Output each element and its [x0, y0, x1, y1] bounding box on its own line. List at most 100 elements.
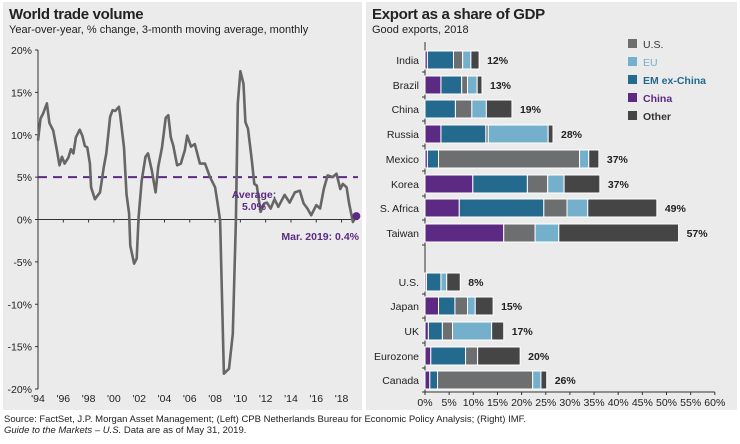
x-tick-label: '10 — [234, 393, 248, 405]
bar-segment-other — [540, 370, 548, 390]
bar-segment-u-s- — [543, 198, 568, 218]
total-label: 19% — [520, 104, 542, 116]
endpoint-marker — [352, 212, 361, 221]
country-label: Taiwan — [386, 228, 419, 240]
bar-segment-em-ex-china — [425, 272, 442, 292]
x-tick-label: '04 — [158, 393, 172, 405]
country-label: UK — [404, 326, 419, 338]
x-tick-label: 50% — [656, 397, 677, 409]
bar-segment-other — [587, 198, 658, 218]
bar-segment-u-s- — [461, 75, 469, 95]
bar-segment-eu — [547, 174, 565, 194]
country-label: Brazil — [393, 80, 419, 92]
bar-segment-other — [588, 149, 600, 169]
country-label: Eurozone — [374, 351, 419, 363]
bar-segment-u-s- — [503, 223, 536, 243]
legend-swatch — [628, 57, 637, 66]
y-tick-label: -10% — [7, 299, 32, 311]
bar-segment-other — [470, 50, 480, 70]
country-label: China — [392, 104, 420, 116]
country-label: India — [396, 55, 419, 67]
bar-segment-eu — [566, 198, 589, 218]
legend-label: China — [643, 93, 672, 105]
bar-segment-other — [477, 346, 521, 366]
x-tick-label: 25% — [535, 397, 556, 409]
legend-label: U.S. — [643, 39, 663, 51]
bar-segment-china — [424, 223, 505, 243]
bar-segment-other — [474, 296, 494, 316]
total-label: 12% — [487, 55, 509, 67]
bar-segment-u-s- — [454, 99, 473, 119]
x-tick-label: 45% — [632, 397, 653, 409]
as-of-date: Data are as of May 31, 2019. — [121, 425, 247, 436]
export-share-chart: 0% 5% 10% 15% 20% 25% 30% 35% 40% 45% 50% 55% 60%Ind… — [374, 39, 725, 409]
y-tick-label: -5% — [13, 257, 32, 269]
x-tick-label: 40% — [608, 397, 629, 409]
total-label: 15% — [501, 301, 523, 313]
x-tick-label: 55% — [680, 397, 701, 409]
bar-segment-u-s- — [437, 370, 534, 390]
total-label: 28% — [561, 129, 583, 141]
x-tick-label: '16 — [309, 393, 323, 405]
right-chart-subtitle: Good exports, 2018 — [372, 24, 469, 36]
bar-segment-eu — [471, 99, 487, 119]
country-label: Russia — [387, 129, 419, 141]
x-tick-label: 10% — [463, 397, 484, 409]
bar-segment-u-s- — [438, 149, 581, 169]
legend-swatch — [628, 75, 637, 84]
export-share-panel: Export as a share of GDP Good exports, 2… — [366, 2, 737, 410]
average-value-label: 5.0% — [242, 201, 267, 213]
bar-segment-em-ex-china — [426, 50, 454, 70]
legend-swatch — [628, 39, 637, 48]
bar-segment-em-ex-china — [424, 99, 456, 119]
x-tick-label: '18 — [335, 393, 349, 405]
y-tick-label: 10% — [11, 130, 32, 142]
country-label: Mexico — [386, 154, 419, 166]
bar-segment-other — [491, 321, 505, 341]
x-tick-label: 0% — [417, 397, 432, 409]
bar-segment-em-ex-china — [429, 370, 439, 390]
x-tick-label: '14 — [284, 393, 298, 405]
x-tick-label: '08 — [208, 393, 222, 405]
total-label: 20% — [528, 351, 550, 363]
bar-segment-em-ex-china — [472, 174, 528, 194]
total-label: 49% — [665, 203, 687, 215]
bar-segment-u-s- — [454, 296, 469, 316]
bar-segment-eu — [534, 223, 560, 243]
country-label: U.S. — [399, 277, 419, 289]
x-tick-label: '94 — [31, 393, 45, 405]
bar-segment-u-s- — [452, 50, 464, 70]
bar-segment-em-ex-china — [427, 321, 443, 341]
average-label: Average: — [232, 189, 277, 201]
bar-segment-other — [547, 124, 554, 144]
bar-segment-china — [424, 346, 432, 366]
bar-segment-em-ex-china — [440, 124, 487, 144]
y-tick-label: 15% — [11, 87, 32, 99]
legend-swatch — [628, 111, 637, 120]
x-tick-label: 60% — [704, 397, 725, 409]
bar-segment-eu — [579, 149, 590, 169]
legend-swatch — [628, 93, 637, 102]
bar-segment-other — [485, 99, 513, 119]
country-label: Japan — [390, 301, 419, 313]
x-tick-label: 30% — [559, 397, 580, 409]
bar-segment-u-s- — [465, 346, 479, 366]
bar-segment-china — [424, 296, 440, 316]
bar-segment-em-ex-china — [438, 296, 456, 316]
bar-segment-eu — [452, 321, 493, 341]
legend-label: Other — [643, 111, 671, 123]
total-label: 17% — [512, 326, 534, 338]
bar-segment-other — [446, 272, 461, 292]
x-tick-label: '96 — [56, 393, 70, 405]
guide-title: Guide to the Markets – U.S. — [4, 425, 122, 436]
bar-segment-em-ex-china — [430, 346, 467, 366]
bar-segment-eu — [440, 272, 448, 292]
country-label: Korea — [391, 179, 419, 191]
total-label: 57% — [687, 228, 709, 240]
total-label: 37% — [607, 154, 629, 166]
y-tick-label: -20% — [7, 384, 32, 396]
bar-segment-china — [424, 198, 460, 218]
world-trade-panel: World trade volume Year-over-year, % cha… — [3, 2, 362, 410]
bar-segment-u-s- — [526, 174, 549, 194]
bar-segment-eu — [487, 124, 549, 144]
